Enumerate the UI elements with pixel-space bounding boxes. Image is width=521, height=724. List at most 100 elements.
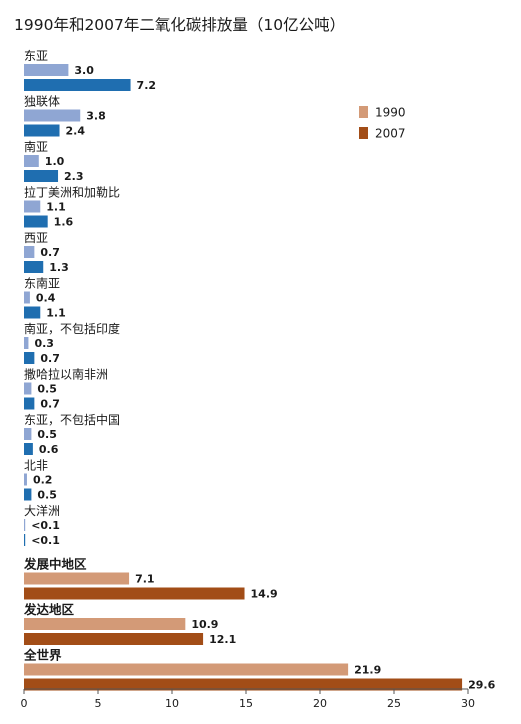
- category-label: 西亚: [24, 231, 48, 245]
- category-cat-10: 大洋洲<0.1<0.1: [24, 503, 60, 547]
- value-label-1990: <0.1: [31, 519, 60, 532]
- value-label-2007: <0.1: [31, 534, 60, 547]
- bar-2007: [24, 443, 33, 455]
- category-label: 东南亚: [24, 276, 60, 291]
- bar-1990: [24, 428, 32, 440]
- x-tick-label: 10: [165, 697, 179, 710]
- value-label-1990: 3.8: [86, 110, 106, 123]
- value-label-2007: 0.7: [40, 398, 60, 411]
- x-tick-label: 20: [313, 697, 327, 710]
- x-axis: 0 5 10 15 20 25 30: [21, 688, 475, 710]
- legend: 1990 2007: [359, 106, 406, 141]
- value-label-1990: 10.9: [191, 618, 218, 631]
- bar-2007: [24, 534, 26, 546]
- bar-1990: [24, 155, 39, 167]
- value-label-2007: 14.9: [251, 588, 278, 601]
- bar-1990: [24, 382, 32, 395]
- bar-1990: [24, 337, 29, 349]
- bar-1990: [24, 246, 35, 258]
- value-label-1990: 0.5: [37, 383, 57, 396]
- category-label: 拉丁美洲和加勒比: [24, 185, 120, 200]
- value-label-1990: 1.0: [45, 155, 65, 168]
- bar-1990: [24, 64, 69, 76]
- category-label: 撒哈拉以南非洲: [24, 367, 108, 382]
- bar-2007: [24, 678, 463, 691]
- legend-swatch: [359, 106, 368, 118]
- legend-entry-1990: 1990: [359, 106, 406, 120]
- x-tick-label: 15: [239, 697, 253, 710]
- category-label: 发达地区: [23, 602, 75, 617]
- category-label: 东亚: [24, 49, 48, 63]
- category-label: 全世界: [23, 648, 62, 663]
- category-label: 东亚，不包括中国: [24, 412, 120, 427]
- bar-1990: [24, 291, 30, 304]
- value-label-1990: 0.7: [40, 246, 60, 259]
- value-label-2007: 0.7: [40, 352, 60, 365]
- chart-title: 1990年和2007年二氧化碳排放量（10亿公吨）: [14, 16, 345, 34]
- x-tick-label: 5: [95, 697, 102, 710]
- category-label: 南亚，不包括印度: [24, 321, 120, 336]
- bar-2007: [24, 633, 204, 645]
- value-label-2007: 0.5: [37, 489, 57, 502]
- bars-layer: 东亚3.07.2独联体3.82.4南亚1.02.3拉丁美洲和加勒比1.11.6西…: [23, 49, 496, 692]
- bar-2007: [24, 261, 44, 273]
- category-label: 北非: [24, 459, 48, 473]
- bar-1990: [24, 572, 130, 585]
- bar-1990: [24, 519, 26, 531]
- category-cat-11: 发展中地区 7.1 14.9: [23, 557, 278, 601]
- category-cat-0: 东亚 3.0 7.2: [24, 49, 156, 92]
- bar-2007: [24, 397, 35, 410]
- x-tick-label: 30: [461, 697, 475, 710]
- bar-2007: [24, 352, 35, 364]
- category-cat-4: 西亚0.7 1.3: [24, 231, 69, 274]
- category-cat-13: 全世界 21.9 29.6: [23, 648, 496, 692]
- category-label: 大洋洲: [24, 503, 60, 518]
- legend-entry-2007: 2007: [359, 127, 406, 141]
- bar-2007: [24, 170, 59, 182]
- legend-swatch: [359, 127, 368, 139]
- value-label-2007: 1.3: [49, 261, 69, 274]
- bar-1990: [24, 663, 349, 676]
- value-label-1990: 7.1: [135, 573, 155, 586]
- value-label-1990: 0.3: [34, 337, 54, 350]
- bar-1990: [24, 109, 81, 122]
- value-label-1990: 3.0: [74, 64, 94, 77]
- x-tick-label: 0: [21, 697, 28, 710]
- bar-2007: [24, 306, 41, 319]
- legend-label: 1990: [375, 106, 406, 120]
- category-label: 发展中地区: [23, 557, 87, 572]
- value-label-1990: 0.5: [37, 428, 57, 441]
- bar-2007: [24, 79, 131, 91]
- bar-2007: [24, 587, 245, 600]
- category-cat-12: 发达地区 10.9 12.1: [23, 602, 236, 646]
- category-cat-9: 北非0.2 0.5: [24, 459, 57, 502]
- x-tick-label: 25: [387, 697, 401, 710]
- value-label-1990: 1.1: [46, 201, 66, 214]
- category-cat-2: 南亚1.0 2.3: [24, 139, 84, 183]
- value-label-2007: 0.6: [39, 443, 59, 456]
- value-label-2007: 2.4: [66, 125, 86, 138]
- value-label-2007: 29.6: [468, 679, 495, 692]
- bar-2007: [24, 488, 32, 501]
- value-label-1990: 0.4: [36, 292, 56, 305]
- bar-2007: [24, 215, 48, 228]
- bar-2007: [24, 124, 60, 137]
- category-cat-1: 独联体 3.82.4: [24, 95, 106, 138]
- value-label-2007: 12.1: [209, 633, 236, 646]
- bar-1990: [24, 618, 186, 630]
- bar-1990: [24, 200, 41, 213]
- legend-label: 2007: [375, 127, 406, 141]
- category-label: 独联体: [24, 95, 60, 109]
- bar-1990: [24, 473, 27, 486]
- category-label: 南亚: [24, 139, 48, 154]
- value-label-2007: 7.2: [137, 79, 157, 92]
- value-label-1990: 21.9: [354, 664, 381, 677]
- value-label-2007: 1.6: [54, 216, 74, 229]
- value-label-2007: 1.1: [46, 307, 66, 320]
